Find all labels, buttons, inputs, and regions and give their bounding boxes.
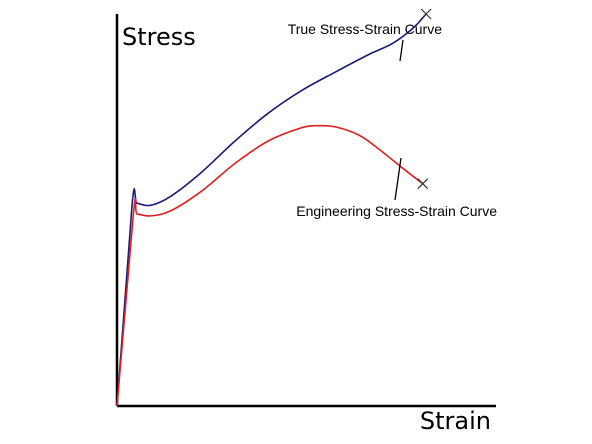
callout-leader-engineering-curve: [394, 157, 402, 201]
callout-layer: True Stress-Strain Curve Engineering Stre…: [288, 21, 498, 219]
series-line-engineering-curve: [116, 124, 424, 407]
callout-label-true-curve: True Stress-Strain Curve: [288, 21, 443, 37]
fracture-marker-engineering-curve: [417, 178, 429, 190]
callout-leader-true-curve: [399, 39, 404, 62]
y-axis-label: Stress: [122, 23, 196, 51]
series-layer: [116, 8, 432, 407]
fracture-marker-true-curve: [420, 8, 432, 20]
x-axis-label: Strain: [420, 407, 491, 435]
series-line-true-curve: [116, 13, 427, 407]
callout-label-engineering-curve: Engineering Stress-Strain Curve: [296, 203, 497, 219]
